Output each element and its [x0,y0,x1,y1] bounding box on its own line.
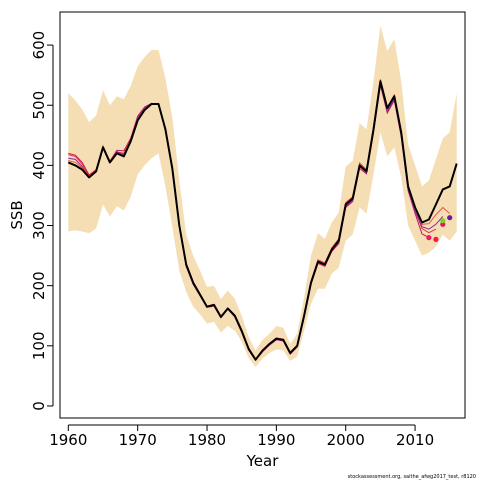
ssb-estimate-line [67,80,458,361]
y-tick-label-0: 0 [30,401,48,411]
y-tick-label-200: 200 [30,271,48,300]
y-tick-label-300: 300 [30,211,48,240]
y-tick-label-600: 600 [30,31,48,60]
retro-point-2 [433,236,439,242]
x-tick-label-2000: 2000 [327,431,365,449]
plot-frame [59,11,466,419]
confidence-band [68,25,457,367]
retro-point-1 [426,235,432,241]
footer-note: stockassessment.org, saithe_afwg2017_tes… [348,474,476,480]
x-tick-label-1980: 1980 [188,431,226,449]
y-tick-label-100: 100 [30,331,48,360]
x-tick-label-2010: 2010 [396,431,434,449]
axes: 1960 1970 1980 1990 2000 2010 0 100 200 300 400 500… [30,31,434,449]
x-tick-label-1970: 1970 [119,431,157,449]
plot-area [67,25,458,367]
y-tick-label-400: 400 [30,151,48,180]
x-tick-label-1990: 1990 [257,431,295,449]
x-axis-title: Year [246,452,280,470]
x-tick-label-1960: 1960 [49,431,87,449]
retro-point-5 [447,215,453,221]
retro-point-3 [440,221,446,227]
y-axis-title: SSB [8,200,26,229]
retro-point-4 [440,218,446,224]
y-tick-label-500: 500 [30,91,48,120]
